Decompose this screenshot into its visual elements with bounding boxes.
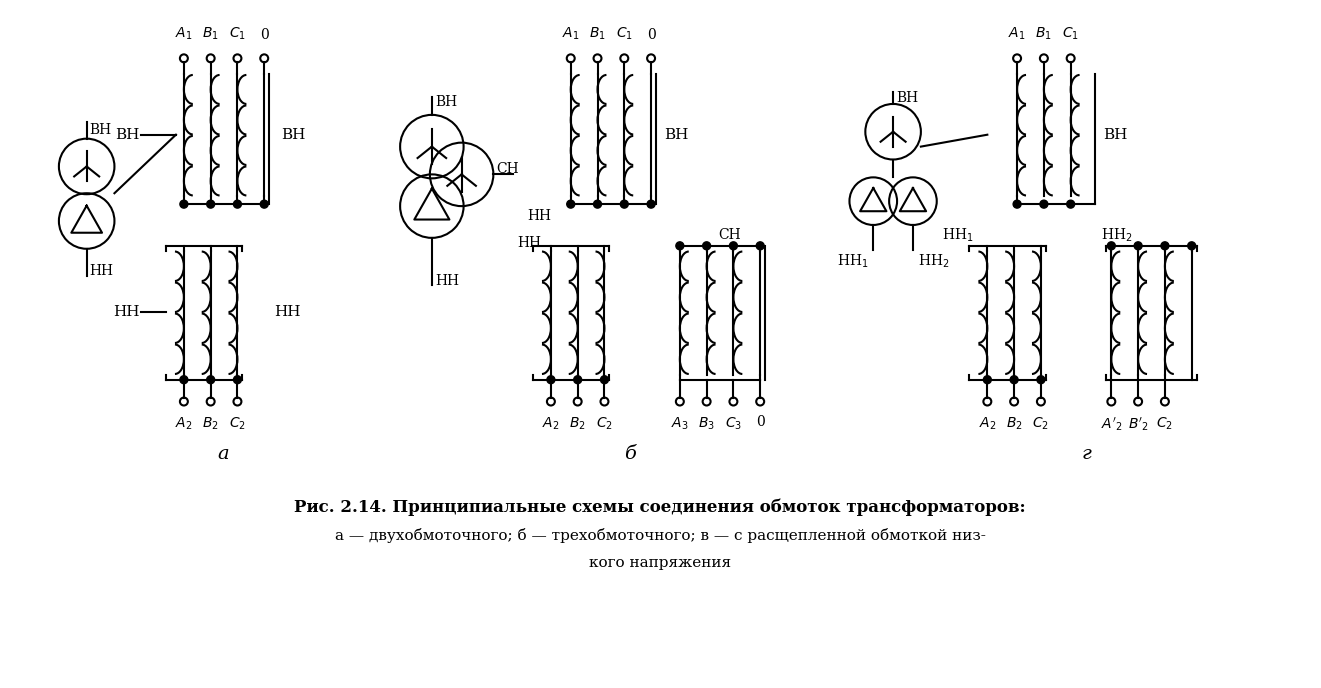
Circle shape [1037,376,1045,384]
Circle shape [234,376,242,384]
Text: ВН: ВН [90,122,112,137]
Circle shape [567,200,575,208]
Text: $B'_2$: $B'_2$ [1128,416,1148,433]
Text: $A_2$: $A_2$ [979,416,996,432]
Text: б: б [625,445,637,463]
Text: НН$_1$: НН$_1$ [836,252,868,270]
Circle shape [260,200,268,208]
Text: $B_2$: $B_2$ [1005,416,1022,432]
Circle shape [1011,376,1018,384]
Text: $A_1$: $A_1$ [561,26,580,43]
Text: ВН: ВН [115,128,139,142]
Text: ВН: ВН [435,95,457,109]
Circle shape [547,376,555,384]
Text: $A_2$: $A_2$ [542,416,560,432]
Text: $C_3$: $C_3$ [725,416,742,432]
Circle shape [180,376,188,384]
Text: $B_1$: $B_1$ [1036,26,1053,43]
Text: $B_2$: $B_2$ [569,416,587,432]
Text: НН: НН [275,305,301,319]
Text: 0: 0 [260,28,268,43]
Text: ВН: ВН [664,128,688,142]
Text: 0: 0 [647,28,655,43]
Text: Рис. 2.14. Принципиальные схемы соединения обмоток трансформаторов:: Рис. 2.14. Принципиальные схемы соединен… [295,499,1026,516]
Text: НН$_2$: НН$_2$ [1100,226,1132,244]
Text: $B_1$: $B_1$ [202,26,219,43]
Text: СН: СН [497,162,519,176]
Circle shape [593,200,601,208]
Text: $C_2$: $C_2$ [229,416,246,432]
Text: НН: НН [527,209,551,223]
Text: $B_2$: $B_2$ [202,416,219,432]
Circle shape [206,376,214,384]
Text: $C_1$: $C_1$ [616,26,633,43]
Text: ВН: ВН [1103,128,1128,142]
Circle shape [756,241,764,250]
Circle shape [180,200,188,208]
Text: $A_2$: $A_2$ [176,416,193,432]
Text: НН: НН [112,305,139,319]
Text: $A_1$: $A_1$ [176,26,193,43]
Circle shape [234,200,242,208]
Circle shape [729,241,737,250]
Text: а — двухобмоточного; б — трехобмоточного; в — с расщепленной обмоткой низ-: а — двухобмоточного; б — трехобмоточного… [334,528,985,544]
Text: ВН: ВН [896,91,918,105]
Text: а: а [218,445,230,463]
Text: ВН: ВН [281,128,305,142]
Text: $A_1$: $A_1$ [1008,26,1026,43]
Text: 0: 0 [756,416,765,429]
Text: НН: НН [435,274,458,288]
Circle shape [1135,241,1143,250]
Text: $A_3$: $A_3$ [671,416,688,432]
Circle shape [573,376,581,384]
Text: $C_2$: $C_2$ [1156,416,1173,432]
Text: $A'_2$: $A'_2$ [1100,416,1122,433]
Text: $C_1$: $C_1$ [1062,26,1079,43]
Circle shape [703,241,711,250]
Circle shape [1161,241,1169,250]
Circle shape [1040,200,1048,208]
Circle shape [621,200,629,208]
Text: кого напряжения: кого напряжения [589,557,731,570]
Text: $C_2$: $C_2$ [1033,416,1049,432]
Circle shape [1013,200,1021,208]
Text: $C_2$: $C_2$ [596,416,613,432]
Text: НН: НН [90,264,114,277]
Circle shape [601,376,609,384]
Text: $B_1$: $B_1$ [589,26,606,43]
Text: $B_3$: $B_3$ [699,416,715,432]
Circle shape [206,200,214,208]
Circle shape [983,376,991,384]
Circle shape [1066,200,1074,208]
Circle shape [1107,241,1115,250]
Text: СН: СН [719,228,741,242]
Circle shape [676,241,684,250]
Text: НН$_2$: НН$_2$ [918,252,950,270]
Circle shape [647,200,655,208]
Circle shape [1188,241,1196,250]
Text: $C_1$: $C_1$ [229,26,246,43]
Text: НН$_1$: НН$_1$ [942,226,974,244]
Text: г: г [1082,445,1091,463]
Text: НН: НН [517,236,542,250]
